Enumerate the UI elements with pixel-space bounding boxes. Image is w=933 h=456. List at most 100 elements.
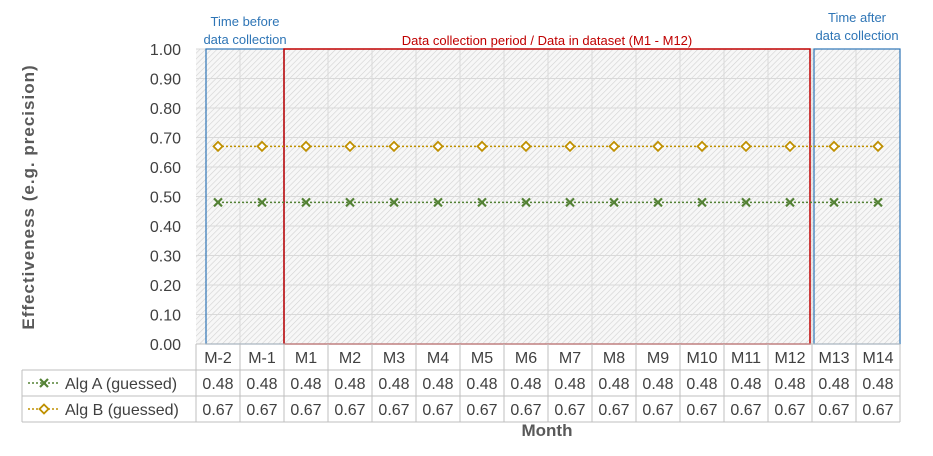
- data-label: 0.67: [818, 402, 849, 419]
- x-tick-label: M8: [603, 350, 625, 367]
- data-point: [785, 197, 795, 208]
- y-tick-label: 1.00: [150, 42, 181, 59]
- x-tick-label: M-2: [204, 350, 232, 367]
- data-label: 0.48: [334, 376, 365, 393]
- marker-stroke: [785, 197, 795, 208]
- data-label: 0.48: [818, 376, 849, 393]
- x-tick-label: M4: [427, 350, 449, 367]
- marker-stroke: [477, 197, 487, 208]
- region-annotation: data collection: [203, 32, 286, 47]
- data-point: [300, 140, 312, 153]
- data-point: [389, 197, 399, 208]
- marker-stroke: [565, 197, 575, 208]
- y-tick-label: 0.90: [150, 72, 181, 89]
- x-tick-label: M7: [559, 350, 581, 367]
- x-tick-label: M6: [515, 350, 537, 367]
- data-label: 0.67: [466, 402, 497, 419]
- y-tick-label: 0.30: [150, 249, 181, 266]
- data-label: 0.67: [598, 402, 629, 419]
- data-label: 0.67: [642, 402, 673, 419]
- data-label: 0.48: [598, 376, 629, 393]
- data-label: 0.67: [510, 402, 541, 419]
- legend-key-marker: [39, 378, 49, 388]
- data-label: 0.48: [730, 376, 761, 393]
- data-label: 0.67: [686, 402, 717, 419]
- data-label: 0.67: [554, 402, 585, 419]
- data-label: 0.67: [730, 402, 761, 419]
- data-label: 0.48: [862, 376, 893, 393]
- data-label: 0.67: [774, 402, 805, 419]
- x-tick-label: M11: [731, 350, 761, 367]
- data-point: [564, 140, 576, 153]
- marker-stroke: [829, 197, 839, 208]
- data-point: [344, 140, 356, 153]
- x-tick-label: M2: [339, 350, 361, 367]
- data-point: [829, 197, 839, 208]
- y-tick-label: 0.20: [150, 278, 181, 295]
- data-point: [212, 140, 224, 153]
- x-tick-label: M-1: [248, 350, 276, 367]
- data-point: [696, 140, 708, 153]
- data-point: [653, 197, 663, 208]
- x-tick-label: M13: [818, 350, 849, 367]
- data-point: [213, 197, 223, 208]
- data-label: 0.48: [510, 376, 541, 393]
- y-tick-label: 0.00: [150, 337, 181, 354]
- data-point: [873, 197, 883, 208]
- data-label: 0.67: [422, 402, 453, 419]
- data-label: 0.48: [422, 376, 453, 393]
- x-tick-label: M5: [471, 350, 493, 367]
- data-point: [432, 140, 444, 153]
- region-annotation: Data collection period / Data in dataset…: [402, 33, 692, 48]
- y-axis-label: Effectiveness (e.g. precision): [19, 64, 38, 329]
- data-point: [477, 197, 487, 208]
- data-point: [609, 197, 619, 208]
- data-label: 0.67: [290, 402, 321, 419]
- data-point: [740, 140, 752, 153]
- marker-stroke: [653, 197, 663, 208]
- data-point: [476, 140, 488, 153]
- data-point: [433, 197, 443, 208]
- x-axis-label: Month: [522, 421, 573, 440]
- data-point: [521, 197, 531, 208]
- data-point: [872, 140, 884, 153]
- data-label: 0.48: [202, 376, 233, 393]
- x-tick-label: M12: [774, 350, 805, 367]
- data-point: [697, 197, 707, 208]
- data-label: 0.48: [774, 376, 805, 393]
- data-point: [388, 140, 400, 153]
- region-annotation: data collection: [815, 28, 898, 43]
- data-point: [741, 197, 751, 208]
- data-label: 0.67: [862, 402, 893, 419]
- data-point: [608, 140, 620, 153]
- marker-stroke: [433, 197, 443, 208]
- legend-series-name: Alg A (guessed): [65, 376, 177, 393]
- x-tick-label: M1: [295, 350, 317, 367]
- data-label: 0.48: [554, 376, 585, 393]
- data-point: [256, 140, 268, 153]
- marker-stroke: [39, 378, 49, 388]
- marker-stroke: [609, 197, 619, 208]
- region-annotation: Time after: [828, 10, 887, 25]
- x-tick-label: M9: [647, 350, 669, 367]
- marker-stroke: [213, 197, 223, 208]
- y-tick-label: 0.60: [150, 160, 181, 177]
- data-point: [652, 140, 664, 153]
- y-tick-label: 0.80: [150, 101, 181, 118]
- data-label: 0.48: [290, 376, 321, 393]
- y-tick-label: 0.50: [150, 190, 181, 207]
- data-point: [520, 140, 532, 153]
- region-annotation: Time before: [211, 14, 280, 29]
- data-label: 0.67: [246, 402, 277, 419]
- data-label: 0.67: [378, 402, 409, 419]
- data-label: 0.48: [246, 376, 277, 393]
- data-point: [301, 197, 311, 208]
- marker-stroke: [345, 197, 355, 208]
- data-point: [345, 197, 355, 208]
- data-label: 0.48: [642, 376, 673, 393]
- x-tick-label: M10: [686, 350, 717, 367]
- marker-stroke: [873, 197, 883, 208]
- data-point: [828, 140, 840, 153]
- marker-stroke: [741, 197, 751, 208]
